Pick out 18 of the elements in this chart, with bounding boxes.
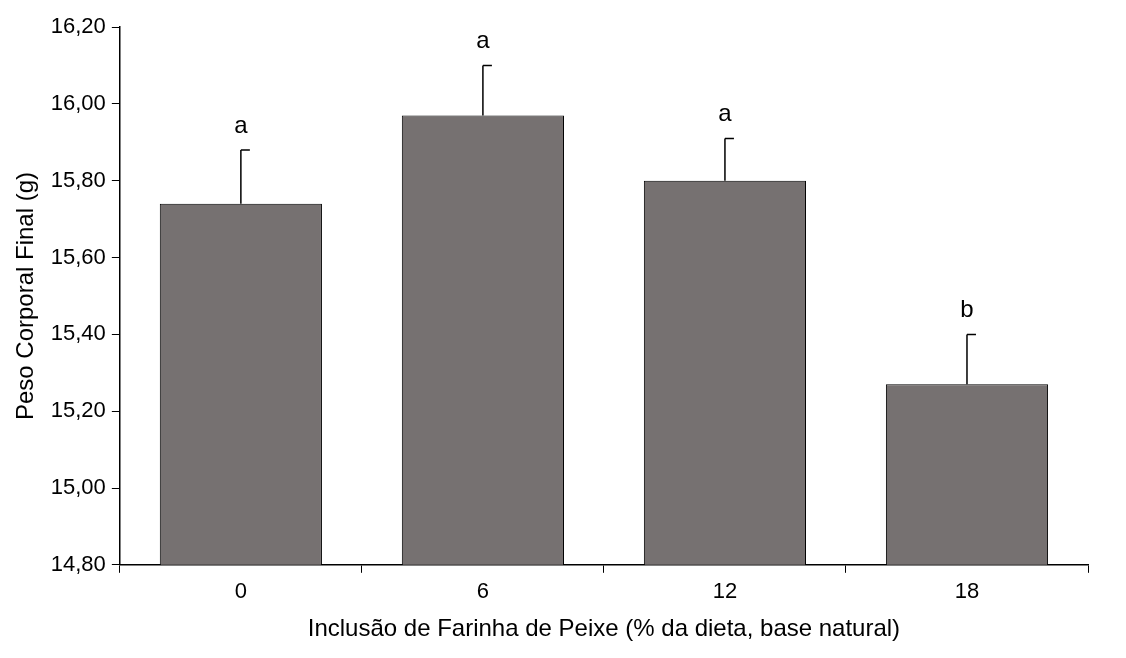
- x-tick-label: 12: [712, 578, 738, 604]
- x-tick-label: 6: [476, 578, 490, 604]
- y-tick-label: 15,80: [50, 166, 106, 192]
- x-tick-label: 0: [234, 578, 247, 604]
- y-tick-label: 16,20: [50, 13, 106, 39]
- x-axis-title: Inclusão de Farinha de Peixe (% da dieta, base natural): [307, 614, 901, 642]
- annotation: b: [960, 295, 974, 323]
- y-tick-label: 15,20: [50, 397, 106, 423]
- annotation: a: [718, 99, 733, 127]
- y-tick-label: 15,40: [50, 320, 106, 346]
- y-tick-label: 15,60: [50, 243, 106, 269]
- annotation: a: [476, 26, 491, 54]
- x-tick-label: 18: [954, 578, 980, 604]
- y-axis-title: Peso Corporal Final (g): [11, 171, 39, 421]
- annotation: a: [234, 110, 249, 138]
- y-tick-label: 15,00: [50, 474, 106, 500]
- y-tick-label: 16,00: [50, 90, 106, 116]
- y-tick-label: 14,80: [50, 550, 106, 576]
